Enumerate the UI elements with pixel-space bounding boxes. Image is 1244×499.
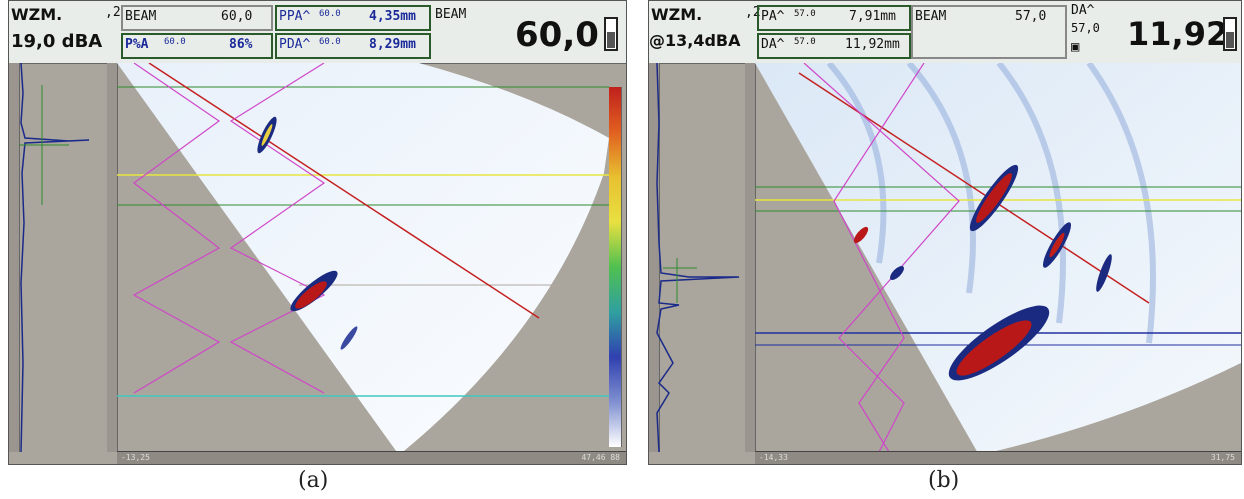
indication-2-core (956, 320, 1032, 376)
da-small: 57.0 (794, 37, 816, 47)
indication-6 (1096, 254, 1112, 292)
ruler-start: -14,33 (759, 453, 788, 462)
big-beam-value: 60,0 (515, 15, 599, 55)
pda-small: 60.0 (319, 37, 341, 47)
ppa-value: 4,35mm (369, 9, 416, 24)
sector-fan (117, 63, 609, 452)
battery-icon (1223, 17, 1237, 51)
pa-small: 57.0 (794, 9, 816, 19)
da2-label: DA^ (1071, 3, 1095, 18)
indication-2-core (295, 281, 327, 309)
big-beam-label: BEAM (435, 7, 467, 22)
big-distance-value: 11,92 (1127, 15, 1229, 53)
sector-scan-b (656, 63, 1241, 452)
indication-4 (853, 226, 869, 244)
da-label: DA^ (761, 37, 785, 52)
beam-box (911, 5, 1067, 59)
psa-box (121, 33, 273, 59)
color-scale (609, 87, 622, 447)
mode-label: WZM. (11, 5, 63, 24)
pa-label: PA^ (761, 9, 785, 24)
pa-value: 7,91mm (849, 9, 896, 24)
panel-b-header: WZM. ,2 @13,4dBA PA^ 57.0 7,91mm DA^ 57.… (649, 1, 1241, 64)
sector-scan-a (19, 63, 609, 452)
save-icon[interactable]: ▣ (1071, 39, 1080, 55)
caption-b: (b) (928, 468, 960, 493)
geometry-zigzag-1 (132, 63, 221, 394)
ruler-end: 47,46 88 (581, 453, 620, 462)
mode-label: WZM. (651, 5, 703, 24)
depth-ruler (745, 63, 756, 452)
beam-cursor (798, 72, 1150, 304)
beam-value: 57,0 (1015, 9, 1047, 24)
beam-box (121, 5, 273, 31)
da2-small: 57,0 (1071, 21, 1100, 35)
pa-box (757, 5, 911, 31)
geometry-zigzag-2 (229, 63, 326, 394)
battery-icon (604, 17, 618, 51)
gain-readout: @13,4dBA (649, 31, 741, 50)
psa-label: P%A (125, 37, 149, 52)
beam-cursor (148, 63, 540, 319)
ascan-trace (20, 63, 90, 452)
psa-small: 60.0 (164, 37, 186, 47)
beam-label: BEAM (125, 9, 157, 24)
beam-value: 60,0 (221, 9, 253, 24)
panel-a-header: WZM. ,2 19,0 dBA BEAM 60,0 P%A 60.0 86% … (9, 1, 626, 64)
ppa-box (275, 5, 431, 31)
ppa-label: PPA^ (279, 9, 311, 24)
psa-value: 86% (229, 37, 253, 52)
depth-ruler (107, 63, 118, 452)
geometry-zigzag-2 (833, 63, 925, 452)
pda-label: PDA^ (279, 37, 311, 52)
panel-a-bottom-ruler: -13,25 47,46 88 (117, 451, 626, 464)
gain-readout: 19,0 dBA (11, 31, 103, 52)
indication-3 (340, 326, 358, 350)
panel-b: WZM. ,2 @13,4dBA PA^ 57.0 7,91mm DA^ 57.… (648, 0, 1242, 465)
pda-box (275, 33, 431, 59)
pda-value: 8,29mm (369, 37, 416, 52)
indication-1-core (261, 124, 273, 146)
ascan-trace (656, 63, 740, 452)
indication-1-core (976, 173, 1012, 223)
mode-suffix: ,2 (745, 5, 761, 20)
indication-3-core (1049, 232, 1065, 258)
da-value: 11,92mm (845, 37, 900, 52)
da-box (757, 33, 911, 59)
indication-5 (890, 266, 904, 280)
caption-a: (a) (298, 468, 329, 493)
ascan-ruler (9, 63, 20, 452)
panel-b-bottom-ruler: -14,33 31,75 (755, 451, 1241, 464)
beam-label: BEAM (915, 9, 947, 24)
panel-a: WZM. ,2 19,0 dBA BEAM 60,0 P%A 60.0 86% … (8, 0, 627, 465)
sector-fan (755, 63, 1241, 452)
ppa-small: 60.0 (319, 9, 341, 19)
geometry-zigzag-1 (803, 63, 960, 452)
ruler-end: 31,75 (1210, 453, 1235, 462)
ruler-start: -13,25 (121, 453, 150, 462)
mode-suffix: ,2 (105, 5, 121, 20)
